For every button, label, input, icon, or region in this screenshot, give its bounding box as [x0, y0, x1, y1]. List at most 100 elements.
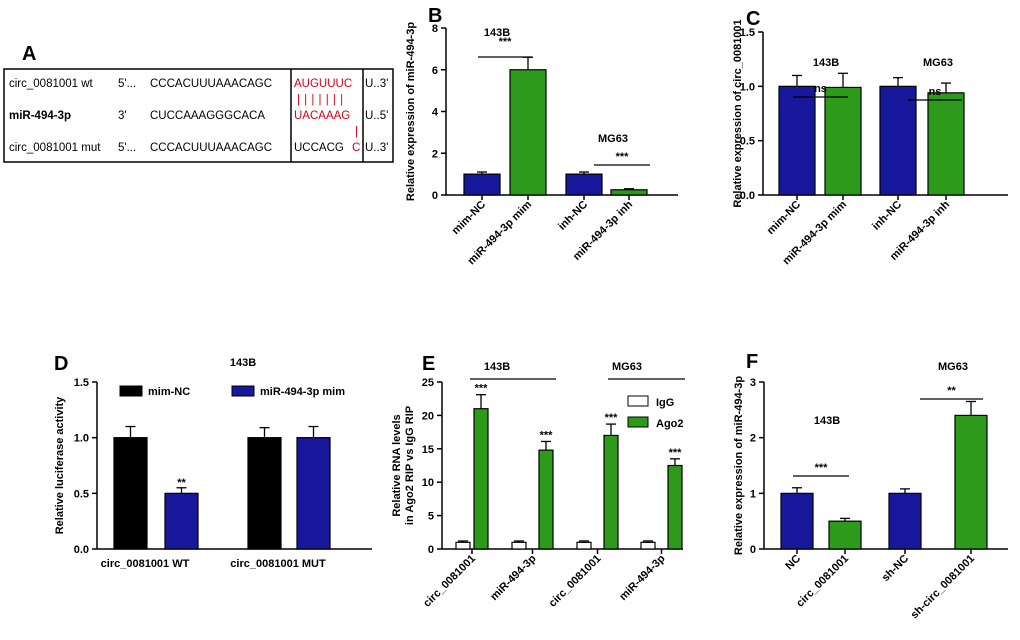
- group-label: MG63: [598, 133, 628, 145]
- bar-mir-494-3p-mim: [296, 437, 331, 550]
- bar-ago2: [538, 449, 554, 550]
- y-tick-label: 0: [428, 544, 434, 556]
- y-axis-label: Relative expression of circ_0081001: [732, 19, 744, 207]
- x-tick-label: circ_0081001: [547, 553, 604, 610]
- x-tick-label: sh-NC: [880, 553, 911, 584]
- legend-swatch: [231, 385, 255, 397]
- significance-label: **: [177, 477, 186, 489]
- group-label: MG63: [612, 361, 642, 373]
- y-tick-label: 4: [432, 107, 439, 119]
- bar-4: [954, 414, 988, 550]
- bar-4: [610, 189, 648, 196]
- legend-swatch: [627, 416, 649, 428]
- panel-a: A circ_0081001 wt 5'... CCCACUUUAAACAGC …: [3, 43, 394, 163]
- bar-3: [888, 492, 922, 550]
- significance-label: ns: [929, 86, 942, 98]
- bar-ago2: [603, 434, 619, 550]
- x-tick-label: circ_0081001 MUT: [230, 558, 326, 570]
- group-label: MG63: [923, 57, 953, 69]
- x-tick-label: miR-494-3p: [617, 552, 668, 603]
- y-axis-label: Relative luciferase activity: [54, 396, 66, 534]
- sequence-box: [3, 68, 394, 163]
- panel-a-letter: A: [22, 43, 36, 65]
- significance-label: ***: [475, 383, 489, 395]
- y-tick-label: 0.5: [74, 488, 89, 500]
- y-tick-label: 0: [432, 190, 438, 202]
- x-tick-label: miR-494-3p: [488, 552, 539, 603]
- bar-mim-nc: [113, 437, 148, 550]
- panel-letter: C: [746, 8, 760, 30]
- bar-ago2: [473, 408, 489, 550]
- row1-prefix: 5'...: [118, 78, 136, 90]
- significance-label: ***: [815, 462, 829, 474]
- x-tick-label: circ_0081001: [421, 553, 478, 610]
- y-tick-label: 1.0: [74, 433, 89, 445]
- y-tick-label: 20: [422, 410, 434, 422]
- y-tick-label: 3: [750, 377, 756, 389]
- y-tick-label: 1.0: [740, 81, 755, 93]
- y-tick-label: 25: [422, 377, 434, 389]
- bar-igg: [640, 541, 656, 550]
- y-tick-label: 5: [428, 511, 434, 523]
- x-tick-label: inh-NC: [556, 199, 590, 233]
- x-tick-label: mim-NC: [450, 199, 488, 237]
- y-tick-label: 8: [432, 23, 438, 35]
- significance-label: ***: [540, 429, 554, 441]
- bar-4: [927, 92, 965, 196]
- y-tick-label: 0.5: [740, 136, 755, 148]
- bar-1: [463, 173, 501, 196]
- group-label: 143B: [484, 27, 510, 39]
- legend-label: Ago2: [656, 418, 684, 430]
- x-tick-label: inh-NC: [870, 199, 904, 233]
- pairing-extra: |: [355, 126, 358, 138]
- row1-suffix: U..3': [365, 78, 388, 90]
- bar-igg: [455, 541, 471, 550]
- significance-label: ***: [669, 447, 683, 459]
- panel-letter: E: [422, 353, 435, 375]
- row3-prefix: 5'...: [118, 142, 136, 154]
- panel-letter: B: [428, 5, 442, 27]
- bar-2: [509, 69, 547, 196]
- y-tick-label: 1.5: [74, 377, 89, 389]
- x-tick-label: mim-NC: [765, 199, 803, 237]
- significance-label: ***: [499, 36, 513, 48]
- row1-seq: CCCACUUUAAACAGC: [150, 78, 272, 90]
- significance-label: ns: [814, 83, 827, 95]
- chart-title: 143B: [230, 357, 256, 369]
- bar-3: [879, 85, 917, 196]
- significance-label: **: [947, 385, 956, 397]
- bar-igg: [576, 541, 592, 550]
- y-tick-label: 0.0: [74, 544, 89, 556]
- bar-mir-494-3p-mim: [164, 492, 199, 550]
- legend-label: mim-NC: [148, 386, 190, 398]
- row3-seq: CCCACUUUAAACAGC: [150, 142, 272, 154]
- y-axis-label: Relative RNA levelsin Ago2 RIP vs IgG RI…: [391, 406, 416, 525]
- group-label: 143B: [813, 57, 839, 69]
- row3-suffix: U..3': [365, 142, 388, 154]
- panel-e-chart: E 0 5 10 15 20 25 Relative RNA levelsin Ago2 RI…: [391, 353, 685, 610]
- legend-swatch: [119, 385, 143, 397]
- bar-ago2: [667, 464, 683, 550]
- significance-label: ***: [605, 412, 619, 424]
- legend-swatch: [627, 395, 649, 407]
- legend-label: IgG: [656, 397, 674, 409]
- bar-1: [780, 492, 814, 550]
- y-tick-label: 0.0: [740, 190, 755, 202]
- y-tick-label: 0: [750, 544, 756, 556]
- group-label: MG63: [938, 361, 968, 373]
- row1-name: circ_0081001 wt: [9, 78, 94, 90]
- row1-site: AUGUUUC: [294, 78, 352, 90]
- y-tick-label: 15: [422, 444, 434, 456]
- pairing-lines: | | | | | | |: [297, 94, 344, 106]
- row2-prefix: 3': [118, 110, 127, 122]
- y-tick-label: 10: [422, 477, 434, 489]
- group-label: 143B: [484, 361, 510, 373]
- y-axis-label: Relative expression of miR-494-3p: [405, 22, 417, 201]
- group-label: 143B: [814, 415, 840, 427]
- panel-d-chart: D 0.0 0.5 1.0 1.5 Relative luciferase activit…: [54, 353, 372, 570]
- x-tick-label: sh-circ_0081001: [909, 553, 978, 622]
- panel-letter: F: [746, 351, 758, 373]
- bar-1: [778, 85, 816, 196]
- row2-seq: CUCCAAAGGGCACA: [150, 110, 265, 122]
